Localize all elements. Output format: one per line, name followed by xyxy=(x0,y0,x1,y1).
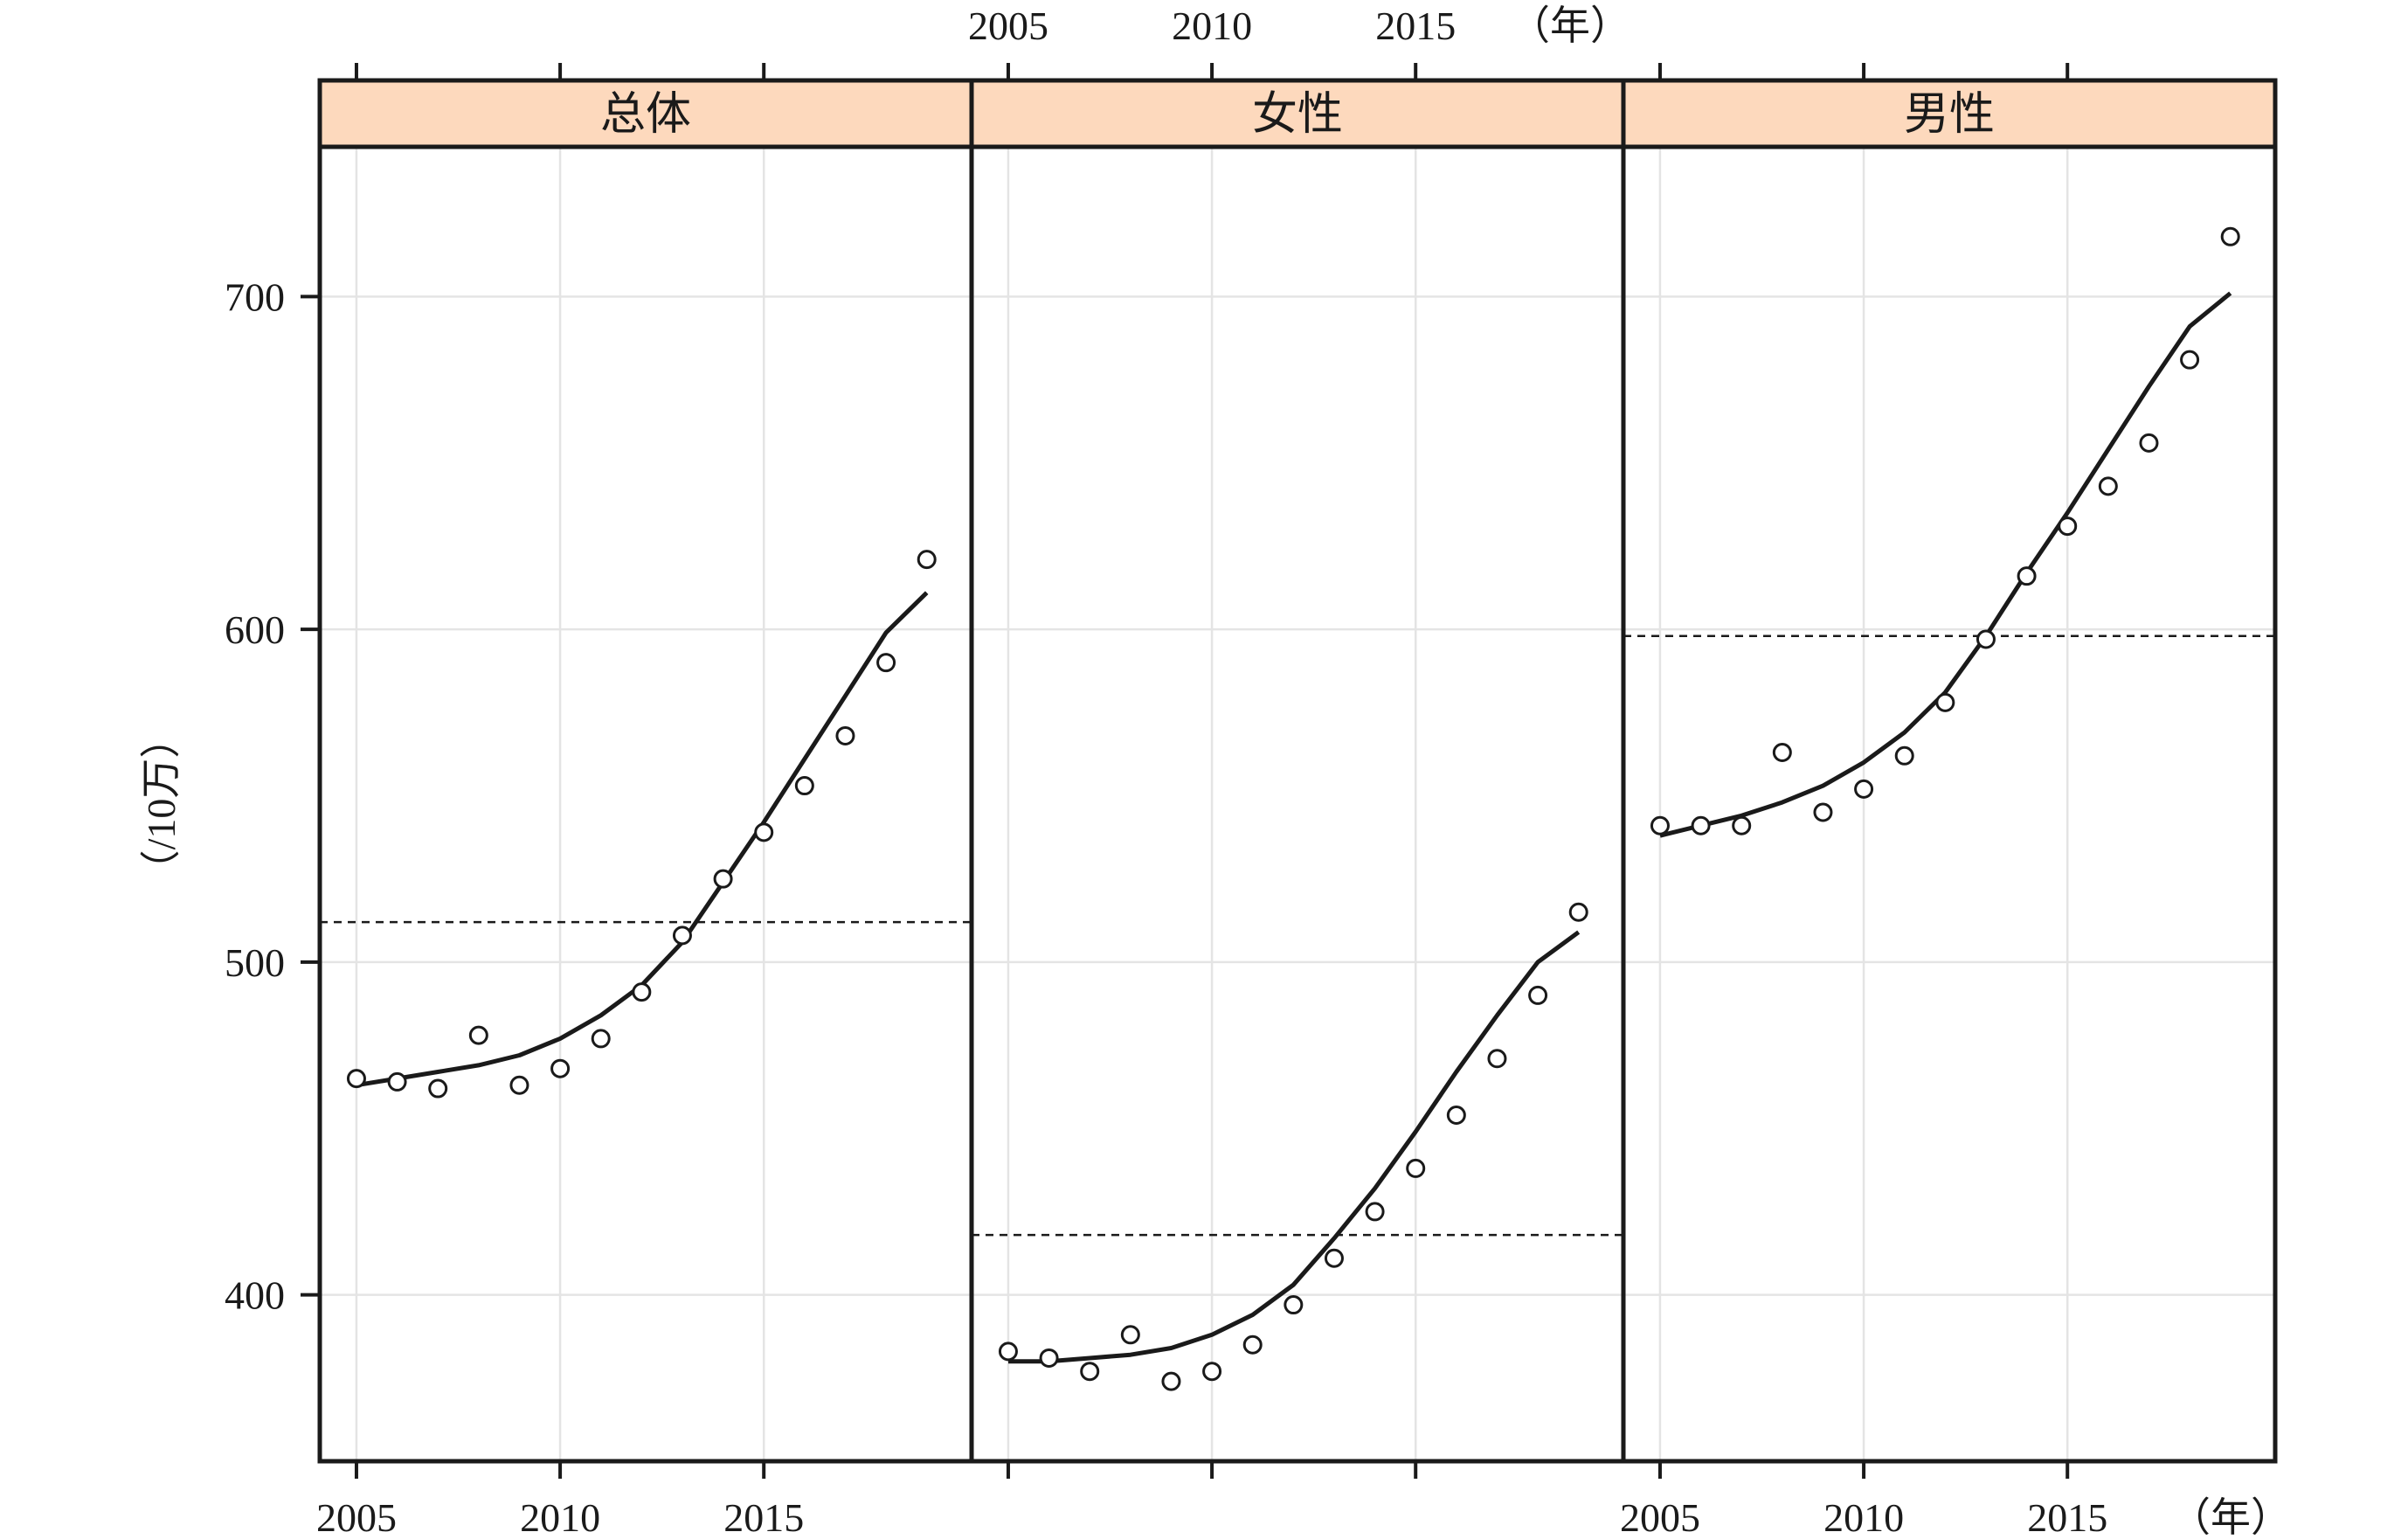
x-tick-label-bottom: 2005 xyxy=(1620,1495,1700,1539)
x-unit-label-top: （年） xyxy=(1510,3,1630,48)
data-point xyxy=(2017,566,2037,586)
data-point xyxy=(2058,516,2078,537)
panel-strip xyxy=(1621,78,2278,149)
data-point xyxy=(876,653,896,673)
data-point xyxy=(1161,1371,1181,1391)
panel-title: 总体 xyxy=(600,90,691,140)
data-point xyxy=(1528,985,1548,1005)
y-tick-label: 600 xyxy=(225,607,285,652)
data-point xyxy=(387,1071,407,1092)
panel-title: 男性 xyxy=(1904,90,1995,140)
data-point xyxy=(428,1078,448,1099)
fit-line xyxy=(356,591,929,1088)
data-point xyxy=(346,1069,366,1089)
data-point xyxy=(550,1058,571,1078)
y-tick-label: 700 xyxy=(225,274,285,319)
data-point xyxy=(1446,1106,1466,1126)
data-point xyxy=(1691,815,1711,835)
data-point xyxy=(1854,779,1874,799)
fit-line xyxy=(1008,930,1581,1364)
data-point xyxy=(1284,1295,1304,1315)
x-tick-label-bottom: 2010 xyxy=(1823,1495,1904,1539)
data-point xyxy=(1202,1362,1222,1382)
data-point xyxy=(1406,1158,1426,1178)
panel-title: 女性 xyxy=(1252,90,1343,140)
data-point xyxy=(835,725,855,745)
data-point xyxy=(672,925,692,946)
data-point xyxy=(1365,1202,1385,1222)
x-tick-label-top: 2015 xyxy=(1375,3,1456,48)
data-point xyxy=(468,1025,488,1045)
data-point xyxy=(917,550,937,570)
data-point xyxy=(998,1341,1018,1362)
panel-0 xyxy=(317,78,974,1464)
data-point xyxy=(1813,802,1833,822)
panel-1 xyxy=(969,78,1626,1464)
x-tick-label-top: 2005 xyxy=(968,3,1048,48)
data-point xyxy=(1976,629,1996,649)
data-point xyxy=(2180,350,2200,370)
data-point xyxy=(754,822,774,842)
x-unit-label-bottom: （年） xyxy=(2170,1495,2291,1539)
data-point xyxy=(2220,226,2240,246)
data-point xyxy=(1242,1334,1263,1355)
y-tick-label: 400 xyxy=(225,1273,285,1318)
data-point xyxy=(1568,902,1588,922)
x-tick-label-top: 2010 xyxy=(1172,3,1252,48)
data-point xyxy=(1080,1362,1100,1382)
y-axis-label: （/10万） xyxy=(139,718,183,891)
data-point xyxy=(713,869,733,889)
data-point xyxy=(1732,815,1752,835)
data-point xyxy=(1650,815,1670,835)
panel-2 xyxy=(1621,78,2278,1464)
panel-border xyxy=(317,144,974,1464)
data-point xyxy=(1120,1325,1140,1345)
data-point xyxy=(1894,745,1914,766)
y-tick-label: 500 xyxy=(225,940,285,985)
data-point xyxy=(1039,1348,1059,1368)
data-point xyxy=(2098,476,2118,496)
data-point xyxy=(591,1029,611,1049)
panel-border xyxy=(969,144,1626,1464)
outer-frame xyxy=(317,78,2278,1464)
x-tick-label-bottom: 2005 xyxy=(316,1495,397,1539)
data-point xyxy=(1487,1049,1507,1069)
data-point xyxy=(1935,692,1955,712)
data-point xyxy=(1772,742,1792,762)
fit-line xyxy=(1659,291,2232,838)
x-tick-label-bottom: 2015 xyxy=(723,1495,804,1539)
data-point xyxy=(509,1075,529,1095)
x-tick-label-bottom: 2015 xyxy=(2027,1495,2107,1539)
data-point xyxy=(1324,1248,1344,1268)
x-tick-label-bottom: 2010 xyxy=(520,1495,600,1539)
data-point xyxy=(632,982,652,1002)
data-point xyxy=(2139,433,2159,453)
data-point xyxy=(794,776,814,796)
